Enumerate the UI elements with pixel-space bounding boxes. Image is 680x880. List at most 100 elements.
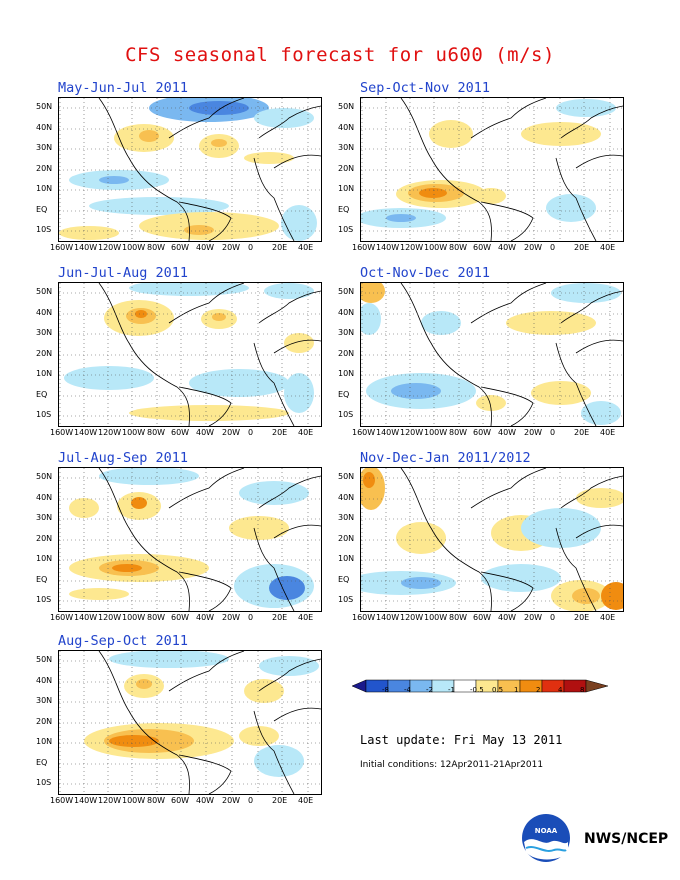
lon-label: 20E xyxy=(574,613,590,622)
lon-label: 20E xyxy=(574,243,590,252)
colorbar-level-label: -8 xyxy=(382,686,389,694)
lat-label: 20N xyxy=(36,717,53,726)
lon-label: 20E xyxy=(272,428,288,437)
map-aso xyxy=(58,650,322,795)
panel-title: May-Jun-Jul 2011 xyxy=(58,80,189,96)
lon-label: 20W xyxy=(524,613,543,622)
lon-label: 100W xyxy=(122,796,146,805)
lat-label: EQ xyxy=(338,205,350,214)
colorbar-swatch xyxy=(585,679,609,693)
anomaly-field xyxy=(59,468,321,611)
lon-label: 160W xyxy=(352,428,376,437)
lon-label: 140W xyxy=(376,243,400,252)
lat-label: 20N xyxy=(36,164,53,173)
lon-label: 40E xyxy=(600,428,616,437)
lat-label: 40N xyxy=(338,493,355,502)
lat-label: 30N xyxy=(36,696,53,705)
panel-title: Nov-Dec-Jan 2011/2012 xyxy=(360,450,531,466)
lat-label: 30N xyxy=(338,513,355,522)
lon-label: 80W xyxy=(147,243,166,252)
lat-label: 10N xyxy=(36,184,53,193)
panel-ond: Oct-Nov-Dec 2011 xyxy=(360,265,650,440)
panel-title: Sep-Oct-Nov 2011 xyxy=(360,80,491,96)
panel-title: Jul-Aug-Sep 2011 xyxy=(58,450,189,466)
lon-label: 140W xyxy=(74,243,98,252)
lon-label: 60W xyxy=(473,428,492,437)
lon-label: 20E xyxy=(574,428,590,437)
lon-label: 60W xyxy=(171,243,190,252)
lon-label: 40E xyxy=(600,243,616,252)
lat-label: EQ xyxy=(36,390,48,399)
lon-label: 0 xyxy=(248,796,254,805)
lon-label: 20E xyxy=(272,243,288,252)
lon-label: 20E xyxy=(272,613,288,622)
colorbar-level-label: 1 xyxy=(514,686,519,694)
lat-label: EQ xyxy=(338,390,350,399)
lon-label: 40E xyxy=(298,428,314,437)
colorbar-level-label: -1 xyxy=(448,686,455,694)
lat-label: 10N xyxy=(36,369,53,378)
lat-label: 20N xyxy=(338,349,355,358)
panel-ndj: Nov-Dec-Jan 2011/2012 xyxy=(360,450,650,625)
lon-label: 60W xyxy=(171,613,190,622)
lat-label: 50N xyxy=(36,102,53,111)
lat-label: 30N xyxy=(36,143,53,152)
last-update: Last update: Fri May 13 2011 xyxy=(360,733,563,747)
lat-label: 10S xyxy=(36,410,52,419)
map-jas xyxy=(58,467,322,612)
colorbar-level-label: -0.5 xyxy=(470,686,484,694)
panel-jas: Jul-Aug-Sep 2011 xyxy=(58,450,348,625)
lon-label: 120W xyxy=(98,796,122,805)
lon-label: 120W xyxy=(98,243,122,252)
org-label: NWS/NCEP xyxy=(584,831,669,847)
lat-label: 40N xyxy=(36,493,53,502)
panel-title: Jun-Jul-Aug 2011 xyxy=(58,265,189,281)
lon-label: 160W xyxy=(50,243,74,252)
lat-label: 20N xyxy=(338,534,355,543)
map-ndj xyxy=(360,467,624,612)
lon-label: 120W xyxy=(400,428,424,437)
lon-label: 140W xyxy=(74,428,98,437)
lon-label: 120W xyxy=(98,428,122,437)
map-son xyxy=(360,97,624,242)
lon-label: 40W xyxy=(498,243,517,252)
lon-label: 140W xyxy=(74,796,98,805)
lon-label: 160W xyxy=(50,796,74,805)
initial-conditions: Initial conditions: 12Apr2011-21Apr2011 xyxy=(360,760,544,770)
lat-label: 20N xyxy=(36,349,53,358)
lon-label: 60W xyxy=(171,796,190,805)
lon-label: 60W xyxy=(171,428,190,437)
lat-label: EQ xyxy=(36,758,48,767)
lon-label: 40E xyxy=(600,613,616,622)
lat-label: 20N xyxy=(338,164,355,173)
anomaly-field xyxy=(59,283,321,426)
colorbar-labels: -8 -4 -2 -1 -0.5 0.5 1 2 4 8 xyxy=(352,686,628,707)
colorbar-level-label: -4 xyxy=(404,686,411,694)
lon-label: 60W xyxy=(473,243,492,252)
map-mjj xyxy=(58,97,322,242)
lon-label: 80W xyxy=(449,428,468,437)
lat-label: 50N xyxy=(36,287,53,296)
lat-label: 40N xyxy=(338,308,355,317)
lon-label: 140W xyxy=(376,428,400,437)
lon-label: 40W xyxy=(196,796,215,805)
lat-label: 30N xyxy=(338,328,355,337)
lon-label: 80W xyxy=(449,243,468,252)
lon-label: 20W xyxy=(222,613,241,622)
lon-label: 40W xyxy=(498,613,517,622)
lat-label: 10N xyxy=(338,554,355,563)
lat-label: 40N xyxy=(36,676,53,685)
lat-label: 10S xyxy=(36,595,52,604)
anomaly-field xyxy=(59,98,321,241)
lat-label: 10S xyxy=(338,225,354,234)
lat-label: 10N xyxy=(36,554,53,563)
lon-label: 100W xyxy=(122,428,146,437)
anomaly-field xyxy=(361,468,623,611)
colorbar-level-label: 4 xyxy=(558,686,563,694)
main-title: CFS seasonal forecast for u600 (m/s) xyxy=(125,44,555,66)
lat-label: 10S xyxy=(338,595,354,604)
colorbar: -8 -4 -2 -1 -0.5 0.5 1 2 4 8 xyxy=(351,678,628,707)
lon-label: 100W xyxy=(122,243,146,252)
panel-title: Oct-Nov-Dec 2011 xyxy=(360,265,491,281)
lat-label: 10S xyxy=(338,410,354,419)
